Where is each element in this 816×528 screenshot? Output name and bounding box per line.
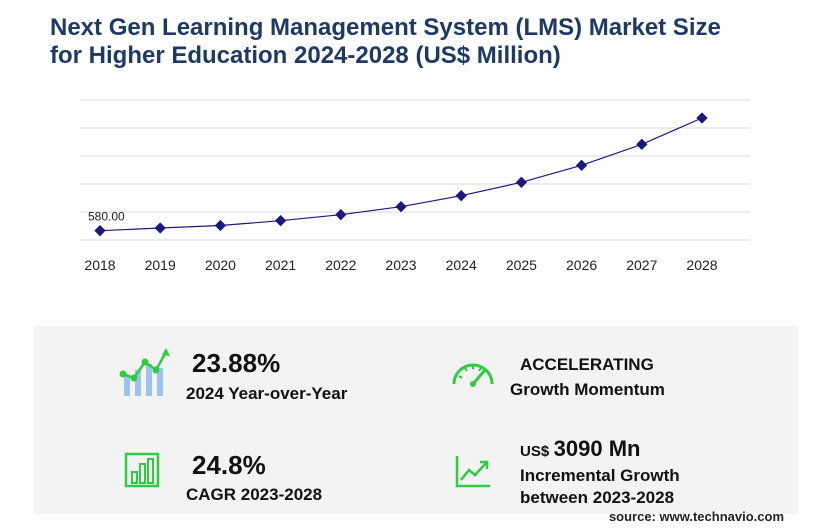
x-tick-label: 2024	[446, 257, 477, 273]
source-credit: source: www.technavio.com	[608, 509, 784, 524]
x-tick-label: 2018	[84, 257, 115, 273]
stats-panel	[34, 326, 798, 514]
data-point-2024	[455, 190, 467, 202]
x-tick-label: 2028	[686, 257, 717, 273]
x-tick-label: 2023	[385, 257, 416, 273]
bar-growth-icon	[119, 348, 170, 396]
data-point-2025	[515, 176, 528, 188]
trend-up-icon	[455, 456, 490, 488]
incremental-currency: US$	[520, 443, 550, 460]
data-point-2028	[696, 112, 708, 124]
data-point-2019	[154, 222, 166, 234]
incremental-value: 3090 Mn	[553, 436, 641, 461]
momentum-value: ACCELERATING	[520, 355, 654, 374]
data-point-2026	[575, 159, 588, 171]
data-point-2020	[214, 219, 227, 232]
data-label-first: 580.00	[88, 210, 125, 224]
data-point-2018	[94, 225, 106, 237]
yoy-label: 2024 Year-over-Year	[186, 384, 348, 403]
momentum-label: Growth Momentum	[510, 380, 665, 399]
x-tick-label: 2025	[506, 257, 537, 273]
incremental-label-1: Incremental Growth	[520, 466, 680, 485]
title-line-2: for Higher Education 2024-2028 (US$ Mill…	[50, 42, 561, 69]
series-line	[99, 117, 703, 232]
x-tick-label: 2021	[265, 257, 296, 273]
x-tick-label: 2019	[145, 257, 176, 273]
x-tick-label: 2020	[205, 257, 236, 273]
data-point-2027	[636, 138, 648, 150]
data-point-2022	[335, 209, 347, 221]
data-point-2021	[274, 215, 287, 227]
cagr-label: CAGR 2023-2028	[186, 485, 323, 504]
x-tick-label: 2026	[566, 257, 597, 273]
incremental-value-line: US$ 3090 Mn	[520, 436, 640, 462]
speedometer-icon	[452, 363, 494, 387]
cagr-value: 24.8%	[192, 450, 266, 480]
yoy-value: 23.88%	[192, 348, 281, 378]
chart-title: Next Gen Learning Management System (LMS…	[50, 14, 790, 70]
data-point-2023	[395, 201, 407, 213]
title-line-1: Next Gen Learning Management System (LMS…	[50, 14, 721, 41]
bar-chart-icon	[124, 452, 160, 488]
incremental-label-2: between 2023-2028	[520, 488, 675, 507]
x-tick-label: 2022	[325, 257, 356, 273]
line-chart: 2018 2019 2020 2021 2022 2023 2024 2025 2026 2027…	[80, 99, 750, 273]
x-tick-label: 2027	[626, 257, 657, 273]
